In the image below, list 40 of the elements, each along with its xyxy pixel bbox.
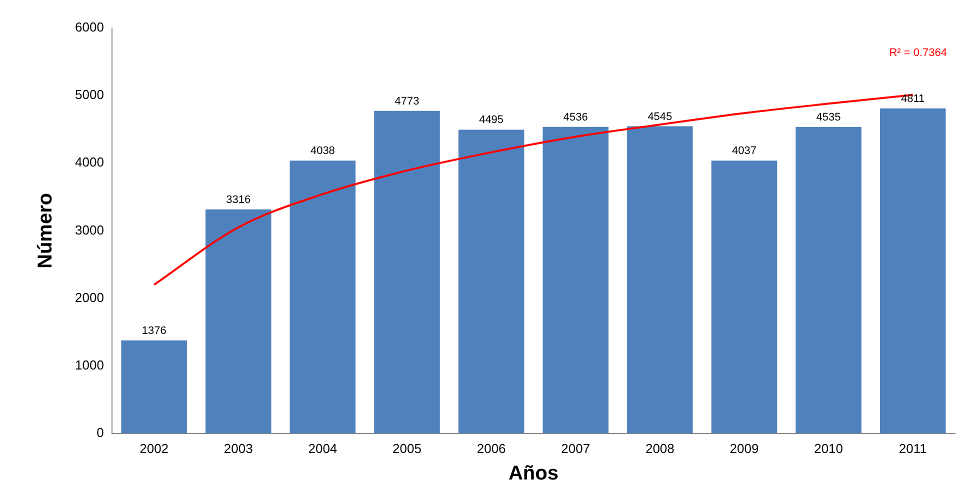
data-label: 4536 bbox=[563, 111, 588, 124]
x-tick-label: 2011 bbox=[898, 440, 927, 456]
bar bbox=[542, 126, 608, 434]
bar bbox=[711, 160, 778, 434]
data-label: 4811 bbox=[901, 92, 925, 105]
y-tick-label: 2000 bbox=[75, 290, 104, 305]
y-tick-label: 6000 bbox=[75, 20, 104, 35]
y-axis-title: Número bbox=[34, 192, 57, 268]
y-tick-label: 5000 bbox=[75, 87, 104, 102]
annotation: R² = 0.7364 bbox=[889, 47, 947, 60]
data-label: 4545 bbox=[648, 110, 672, 123]
y-tick-label: 4000 bbox=[75, 154, 104, 170]
bar bbox=[796, 126, 862, 434]
bar bbox=[374, 110, 440, 434]
x-tick-label: 2006 bbox=[476, 440, 506, 456]
bar bbox=[121, 340, 187, 434]
bar bbox=[290, 160, 356, 434]
x-tick-label: 2007 bbox=[561, 440, 590, 456]
data-label: 4535 bbox=[816, 112, 841, 124]
data-label: 4773 bbox=[394, 95, 420, 108]
x-tick-label: 2009 bbox=[730, 440, 759, 456]
x-tick-label: 2008 bbox=[645, 440, 674, 456]
x-tick-label: 2004 bbox=[308, 440, 338, 456]
bar bbox=[880, 108, 946, 434]
bar bbox=[627, 126, 693, 434]
bar bbox=[206, 209, 272, 434]
bar bbox=[458, 130, 524, 434]
y-tick-label: 1000 bbox=[75, 357, 104, 372]
y-tick-label: 0 bbox=[96, 424, 104, 440]
data-label: 3316 bbox=[226, 194, 251, 206]
x-tick-label: 2005 bbox=[392, 440, 422, 456]
data-label: 4038 bbox=[310, 145, 335, 158]
y-tick-label: 3000 bbox=[75, 222, 104, 238]
data-label: 4037 bbox=[732, 145, 756, 158]
x-tick-label: 2010 bbox=[814, 440, 843, 456]
x-tick-label: 2003 bbox=[224, 440, 253, 456]
data-label: 4495 bbox=[479, 114, 504, 126]
x-axis-title: Años bbox=[508, 462, 558, 485]
data-label: 1376 bbox=[142, 324, 166, 337]
x-tick-label: 2002 bbox=[140, 440, 169, 456]
